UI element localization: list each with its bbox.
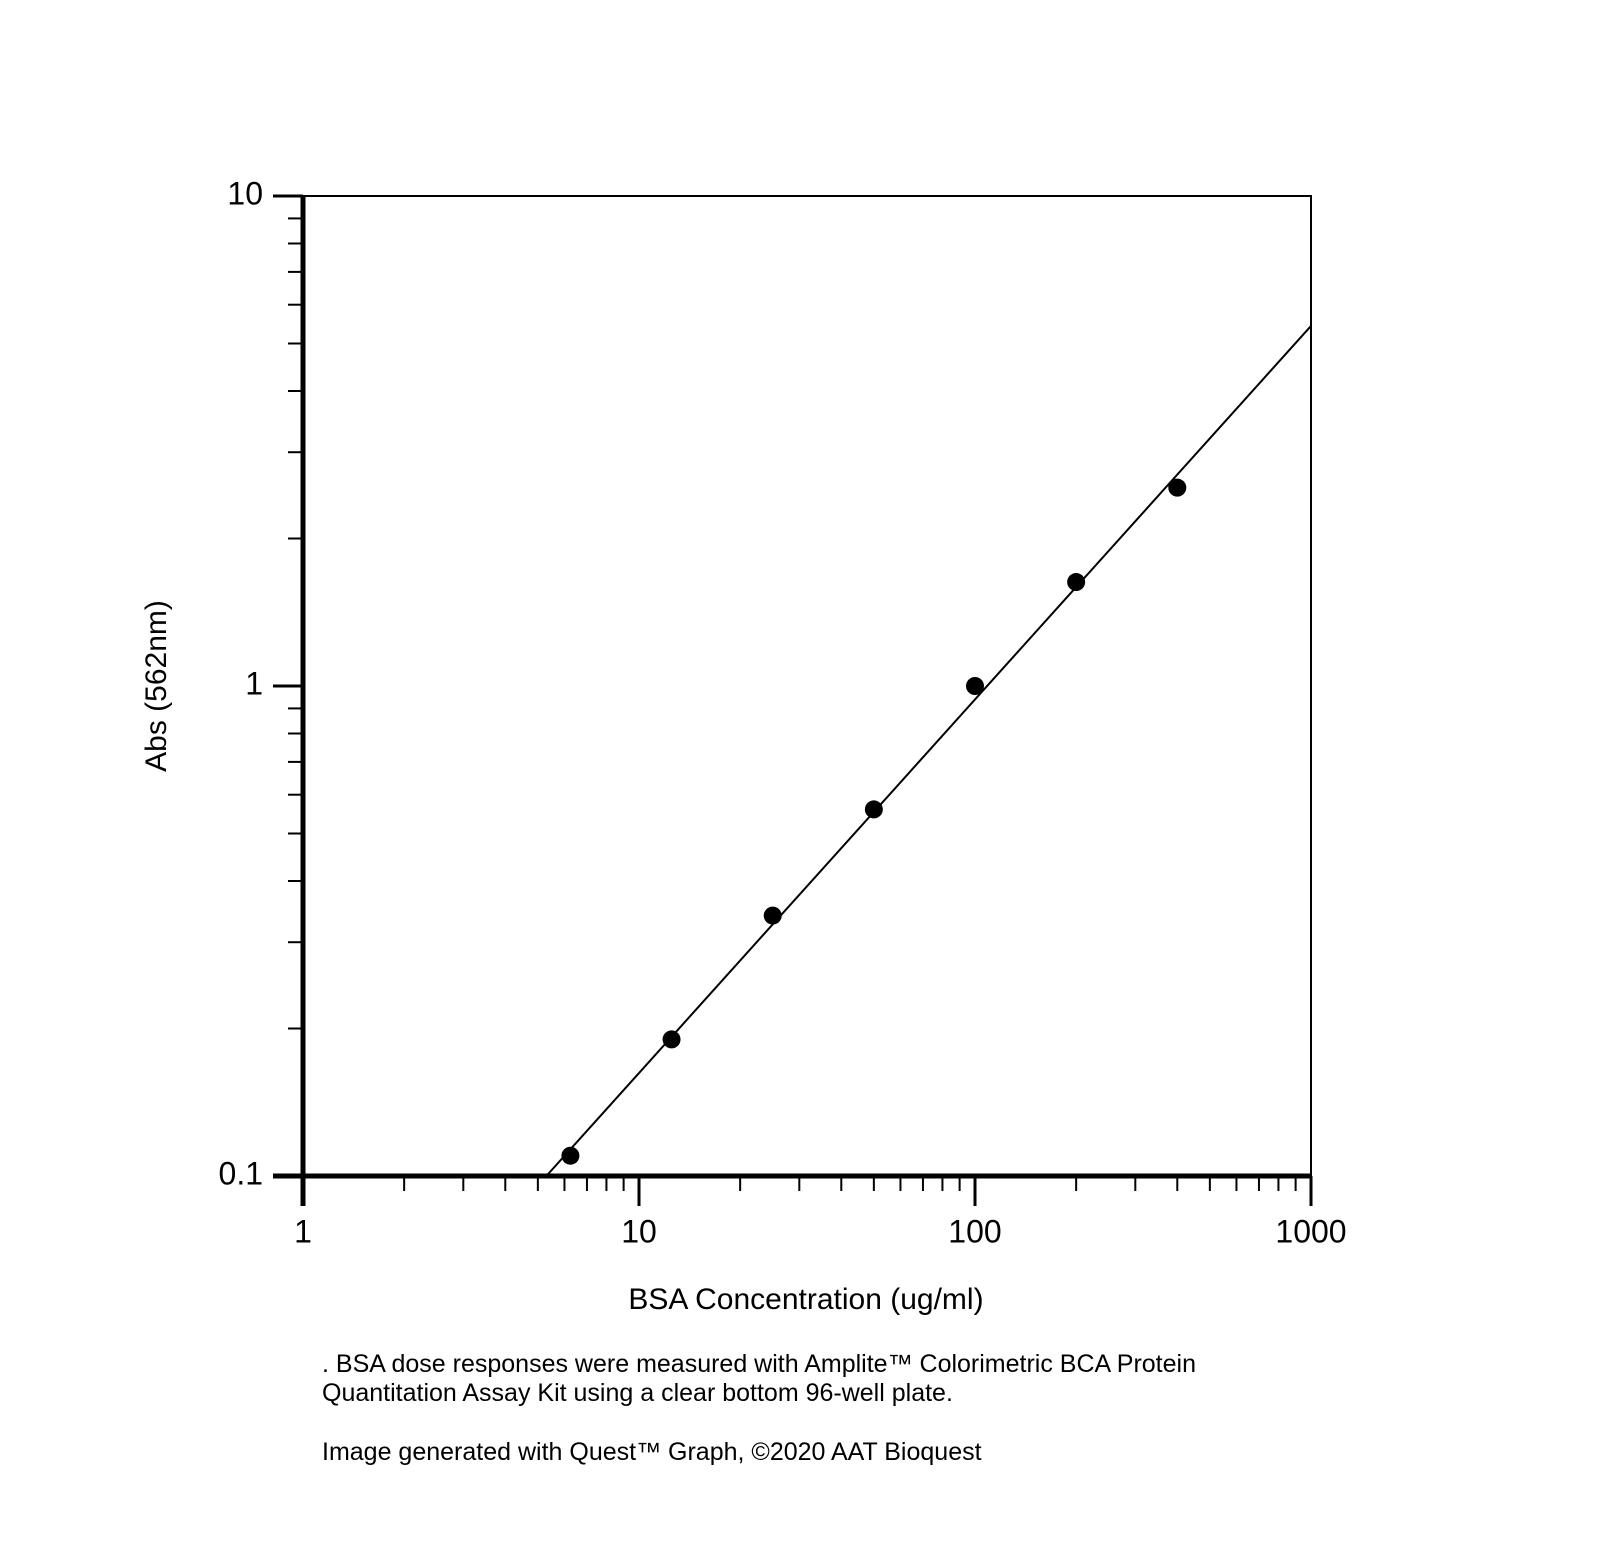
x-tick-label: 10: [621, 1213, 657, 1249]
fit-line: [545, 325, 1312, 1177]
x-axis-title: BSA Concentration (ug/ml): [628, 1283, 983, 1316]
data-point: [1168, 478, 1187, 497]
data-point: [561, 1146, 580, 1165]
data-point: [966, 677, 984, 695]
y-axis-title: Abs (562nm): [140, 600, 173, 772]
data-point: [864, 800, 883, 819]
x-tick-label: 1000: [1275, 1213, 1346, 1249]
credit: Image generated with Quest™ Graph, ©2020…: [322, 1438, 982, 1466]
x-tick-label: 1: [294, 1213, 312, 1249]
x-tick-label: 100: [948, 1213, 1001, 1249]
caption-line: Quantitation Assay Kit using a clear bot…: [322, 1379, 953, 1407]
data-point: [763, 906, 782, 925]
y-tick-label: 10: [227, 175, 263, 211]
y-tick-label: 1: [245, 665, 263, 701]
data-point: [1067, 573, 1086, 592]
caption-line: . BSA dose responses were measured with …: [322, 1350, 1196, 1378]
y-tick-label: 0.1: [219, 1155, 263, 1191]
plot-frame: [302, 195, 1312, 1177]
data-point: [662, 1030, 681, 1049]
